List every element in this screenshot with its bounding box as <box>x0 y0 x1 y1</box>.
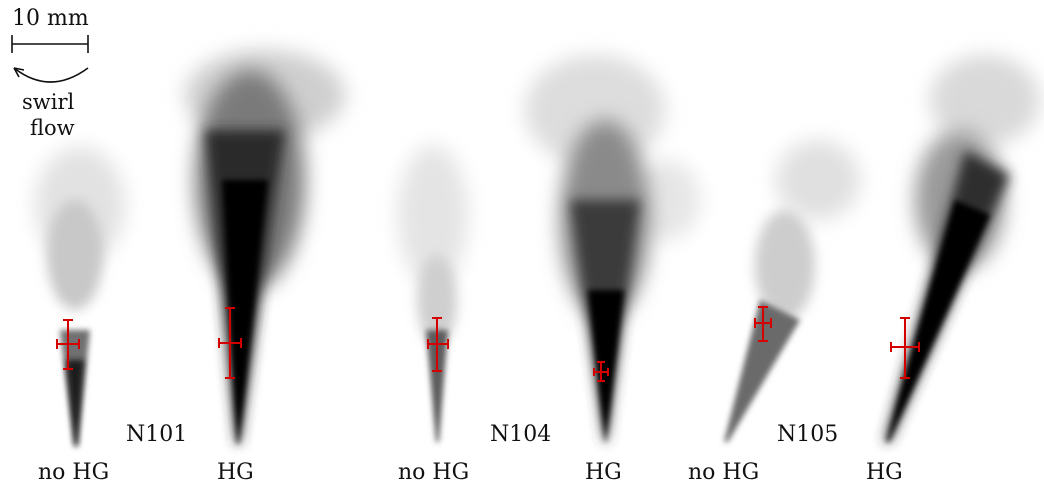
swirl-label: swirl <box>22 90 75 114</box>
plume-n104-no-hg <box>398 145 468 442</box>
condition-label: no HG <box>688 460 760 485</box>
swirl-arrow-icon <box>13 67 89 83</box>
plume-n104-hg <box>525 55 700 442</box>
plume-n105-hg <box>884 55 1040 442</box>
error-bar-n101-hg <box>218 307 242 379</box>
error-bar-n105-no-hg <box>754 306 772 342</box>
condition-label: HG <box>585 460 622 485</box>
plume-n101-hg <box>185 50 345 444</box>
error-bar-n104-no-hg <box>427 317 449 372</box>
error-bar-n101-no-hg <box>56 319 80 370</box>
group-label-n105: N105 <box>777 422 839 447</box>
plume-n105-no-hg <box>724 140 860 442</box>
condition-label: no HG <box>398 460 470 485</box>
condition-label: HG <box>217 460 254 485</box>
error-bar-n105-hg <box>890 317 920 379</box>
plume-n101-no-hg <box>35 147 125 446</box>
group-label-n101: N101 <box>126 422 188 447</box>
condition-label: no HG <box>38 460 110 485</box>
group-label-n104: N104 <box>490 422 552 447</box>
error-bar-n104-hg <box>593 361 609 382</box>
flow-label: flow <box>30 116 75 140</box>
scale-bar-label: 10 mm <box>12 6 89 31</box>
condition-label: HG <box>866 460 903 485</box>
scale-bar <box>11 35 89 53</box>
